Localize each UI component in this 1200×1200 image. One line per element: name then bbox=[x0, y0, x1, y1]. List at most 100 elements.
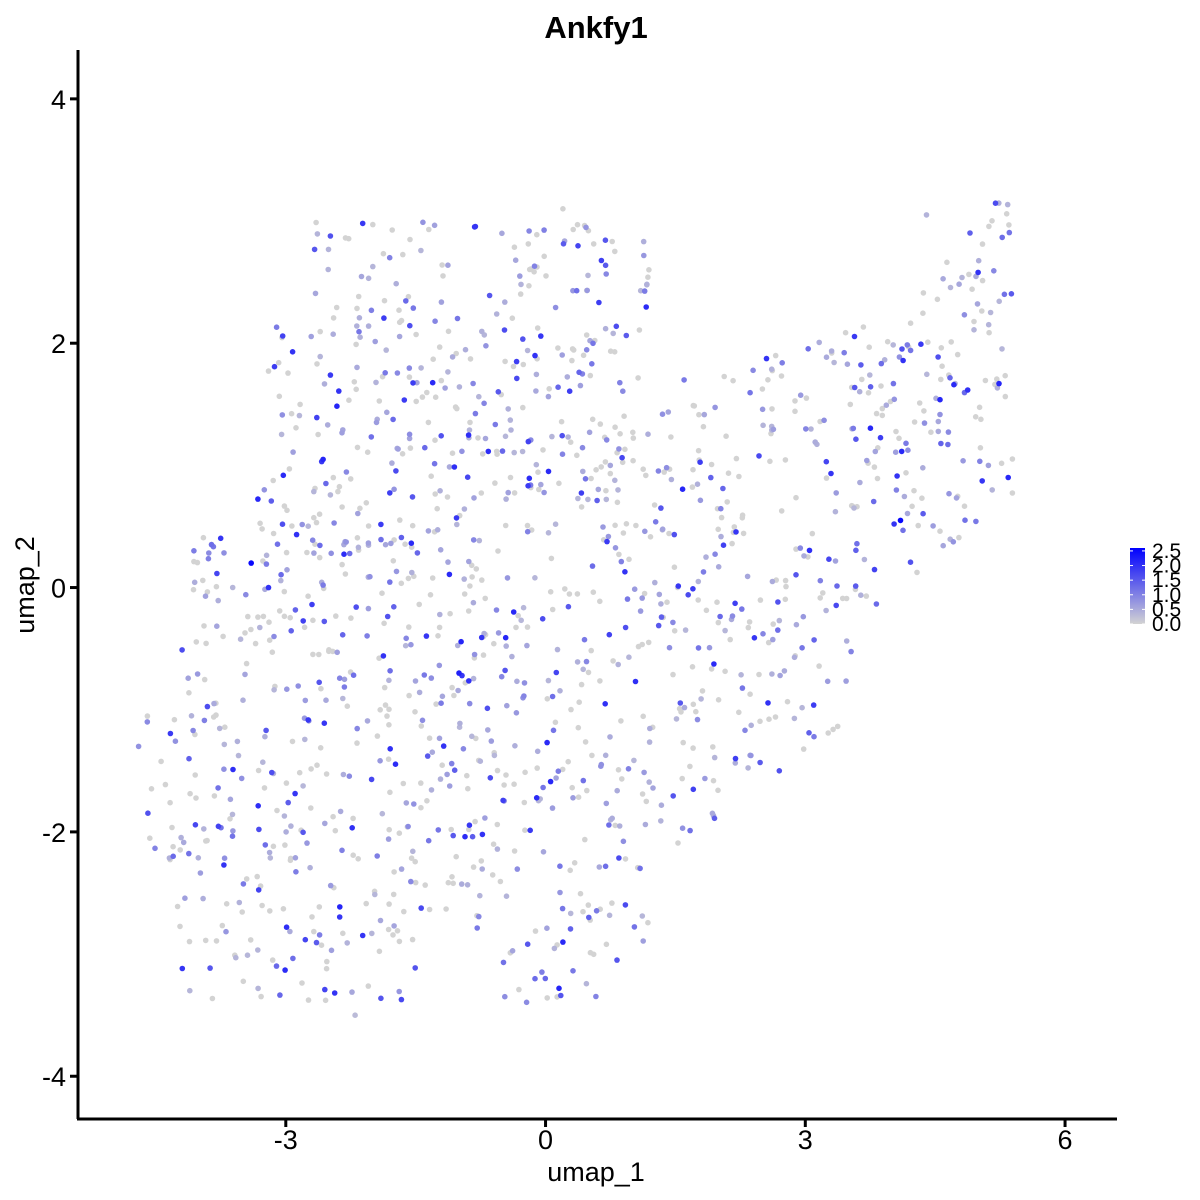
data-point bbox=[577, 890, 584, 897]
data-point bbox=[194, 671, 201, 677]
data-point bbox=[555, 384, 561, 391]
data-point bbox=[476, 913, 482, 920]
data-point bbox=[229, 584, 236, 591]
data-point bbox=[609, 815, 615, 822]
data-point bbox=[424, 753, 431, 759]
data-point bbox=[590, 241, 597, 247]
x-tick-label: 0 bbox=[538, 1125, 553, 1155]
data-point bbox=[466, 826, 472, 833]
data-point bbox=[502, 299, 508, 305]
data-point bbox=[712, 551, 718, 557]
data-point bbox=[711, 754, 718, 761]
data-point bbox=[534, 325, 541, 331]
data-point bbox=[435, 827, 442, 833]
data-point bbox=[610, 330, 616, 337]
data-point bbox=[387, 746, 394, 752]
data-point bbox=[574, 659, 581, 665]
data-point bbox=[1006, 222, 1012, 228]
data-point bbox=[947, 284, 954, 291]
data-point bbox=[240, 978, 247, 985]
data-point bbox=[603, 496, 610, 503]
data-point bbox=[556, 480, 562, 487]
data-point bbox=[873, 601, 880, 607]
data-point bbox=[438, 433, 445, 439]
data-point bbox=[606, 912, 613, 919]
data-point bbox=[346, 550, 353, 557]
data-point bbox=[678, 709, 684, 715]
data-point bbox=[300, 618, 307, 624]
data-point bbox=[740, 530, 747, 537]
data-point bbox=[200, 577, 206, 584]
data-point bbox=[781, 668, 788, 674]
data-point bbox=[242, 671, 248, 678]
data-point bbox=[861, 556, 868, 563]
data-point bbox=[639, 641, 645, 648]
data-point bbox=[567, 867, 573, 874]
data-point bbox=[602, 237, 609, 243]
data-point bbox=[478, 490, 485, 496]
data-point bbox=[365, 523, 372, 529]
data-point bbox=[386, 254, 393, 261]
data-point bbox=[269, 957, 276, 963]
data-point bbox=[973, 518, 979, 525]
data-point bbox=[891, 521, 897, 527]
data-point bbox=[282, 967, 288, 973]
data-point bbox=[376, 655, 382, 661]
data-point bbox=[811, 637, 817, 643]
data-point bbox=[439, 693, 446, 700]
data-point bbox=[355, 544, 362, 551]
data-point bbox=[387, 668, 393, 674]
data-point bbox=[615, 661, 621, 668]
data-point bbox=[770, 621, 776, 627]
data-point bbox=[320, 456, 326, 463]
data-point bbox=[451, 464, 458, 470]
data-point bbox=[731, 524, 738, 530]
legend-tick-label: 0.0 bbox=[1152, 613, 1181, 636]
data-point bbox=[711, 661, 717, 667]
data-point bbox=[494, 767, 501, 774]
chart-title: Ankfy1 bbox=[544, 10, 647, 45]
data-point bbox=[937, 528, 943, 534]
data-point bbox=[570, 226, 576, 233]
data-point bbox=[647, 725, 653, 732]
data-point bbox=[763, 355, 770, 362]
data-point bbox=[511, 490, 518, 496]
data-point bbox=[389, 227, 396, 233]
data-point bbox=[616, 446, 622, 452]
data-point bbox=[343, 469, 350, 475]
data-point bbox=[830, 726, 836, 733]
data-point bbox=[514, 678, 520, 685]
data-point bbox=[185, 675, 191, 681]
data-point bbox=[693, 708, 699, 715]
data-point bbox=[708, 461, 715, 468]
data-point bbox=[368, 776, 375, 783]
data-point bbox=[191, 558, 197, 565]
data-point bbox=[733, 529, 739, 535]
data-point bbox=[603, 800, 610, 807]
data-point bbox=[848, 648, 854, 655]
data-point bbox=[843, 678, 849, 684]
data-point bbox=[567, 439, 574, 446]
data-point bbox=[721, 373, 727, 380]
data-point bbox=[582, 476, 589, 482]
data-point bbox=[630, 457, 636, 464]
data-point bbox=[340, 695, 346, 702]
data-point bbox=[585, 669, 592, 676]
data-point bbox=[402, 642, 409, 649]
data-point bbox=[806, 547, 813, 554]
data-point bbox=[1009, 490, 1016, 496]
data-point bbox=[570, 968, 576, 974]
data-point bbox=[409, 494, 416, 500]
data-point bbox=[937, 411, 943, 418]
data-point bbox=[750, 367, 756, 374]
data-point bbox=[532, 975, 538, 982]
data-point bbox=[946, 490, 952, 497]
data-point bbox=[695, 597, 701, 603]
data-point bbox=[284, 507, 290, 514]
data-point bbox=[437, 776, 444, 782]
data-point bbox=[690, 466, 696, 473]
data-point bbox=[559, 451, 566, 458]
data-point bbox=[213, 938, 220, 944]
data-point bbox=[394, 370, 401, 376]
data-point bbox=[465, 608, 472, 614]
